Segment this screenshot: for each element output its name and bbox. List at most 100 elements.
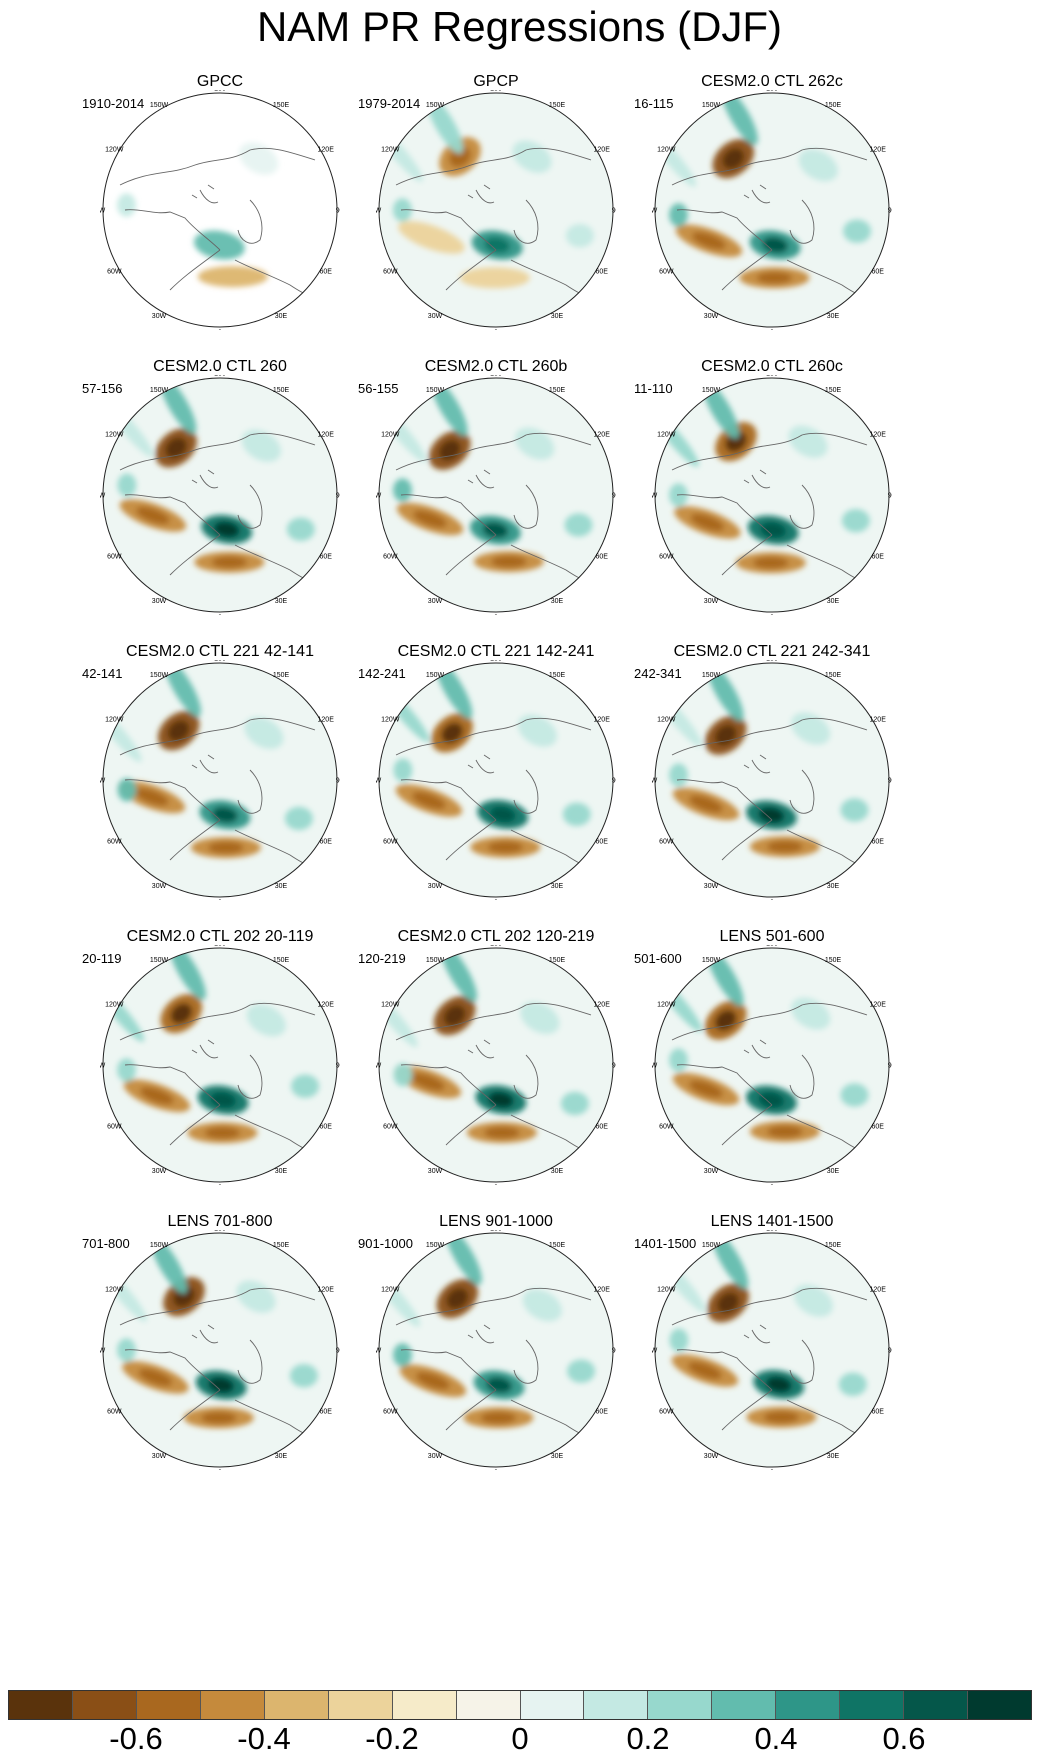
coastline <box>124 1064 221 1106</box>
polar-map: 180 150E 120E 90E 60E 30E 0 30W 60W 90W 120W 150W <box>100 660 340 900</box>
coastline <box>743 184 771 204</box>
longitude-label: 120E <box>594 1002 611 1009</box>
longitude-label: 150W <box>426 1242 445 1249</box>
longitude-label: 30W <box>704 1453 719 1460</box>
anomaly-core <box>165 437 187 459</box>
longitude-label: 60W <box>107 1409 122 1416</box>
colorbar-swatch <box>968 1691 1031 1719</box>
anomaly-region <box>398 221 465 254</box>
panel-years: 57-156 <box>82 381 123 396</box>
colorbar-swatch <box>200 1691 265 1719</box>
longitude-label: 90E <box>888 1063 892 1070</box>
longitude-label: 180 <box>490 945 502 948</box>
longitude-label: 60E <box>319 1124 332 1131</box>
map-panel: CESM2.0 CTL 260c180150E120E90E60E30E030W… <box>622 357 922 675</box>
longitude-label: 30E <box>551 1453 564 1460</box>
longitude-label: 150W <box>150 672 169 679</box>
map-border <box>102 377 338 613</box>
longitude-label: 90W <box>100 1348 106 1355</box>
anomaly-region <box>241 429 281 462</box>
coastline <box>721 1389 773 1431</box>
anomaly-core <box>413 510 447 528</box>
anomaly-region <box>393 758 413 782</box>
coastline <box>400 1349 497 1391</box>
coastline <box>445 819 497 861</box>
coastline <box>191 469 219 489</box>
longitude-label: 60E <box>595 1409 608 1416</box>
anomaly-core <box>753 557 789 569</box>
longitude-label: 150E <box>825 102 842 109</box>
colorbar-swatch <box>584 1691 649 1719</box>
anomaly-core <box>758 807 785 824</box>
longitude-label: 60E <box>595 839 608 846</box>
longitude-label: 90E <box>336 778 340 785</box>
anomaly-core <box>489 806 516 823</box>
coastline <box>400 209 497 251</box>
anomaly-region <box>798 149 838 182</box>
panel-years: 1910-2014 <box>82 96 145 111</box>
precip-field <box>103 93 337 327</box>
longitude-label: 0 <box>218 615 222 616</box>
polar-map: 180 150E 120E 90E 60E 30E 0 30W 60W 90W 120W 150W <box>376 90 616 330</box>
longitude-label: 30E <box>827 883 840 890</box>
panel-years: 242-341 <box>634 666 682 681</box>
longitude-label: 90E <box>612 1348 616 1355</box>
colorbar-swatch <box>9 1691 73 1719</box>
anomaly-core <box>170 1003 192 1024</box>
anomaly-core <box>715 725 737 746</box>
panel-title: LENS 701-800 <box>167 1213 273 1230</box>
longitude-label: 0 <box>770 1470 774 1471</box>
anomaly-core <box>756 272 792 284</box>
anomaly-core <box>480 1412 516 1424</box>
anomaly-region <box>291 1074 320 1098</box>
anomaly-core <box>690 513 725 531</box>
longitude-label: 90W <box>376 778 382 785</box>
longitude-label: 150W <box>426 387 445 394</box>
coastline <box>789 1054 815 1099</box>
longitude-label: 0 <box>494 1185 498 1186</box>
longitude-label: 90E <box>888 778 892 785</box>
anomaly-core <box>210 1092 236 1108</box>
longitude-label: 30W <box>428 883 443 890</box>
anomaly-core <box>760 522 786 539</box>
map-panel: LENS 901-1000180 150E 120E 90E 60E 30E 0 30W 60W… <box>346 1212 646 1530</box>
coastline <box>743 469 771 489</box>
longitude-label: 60W <box>107 554 122 561</box>
longitude-label: 30W <box>704 598 719 605</box>
coastline <box>676 209 773 251</box>
coastline <box>513 1054 539 1099</box>
longitude-label: 60W <box>383 839 398 846</box>
colorbar-swatch <box>328 1691 393 1719</box>
panel-title: CESM2.0 CTL 221 42-141 <box>126 643 314 660</box>
coastline <box>237 1339 263 1384</box>
anomaly-region <box>117 778 137 802</box>
panel-years: 901-1000 <box>358 1236 413 1251</box>
anomaly-core <box>211 556 247 568</box>
coastline <box>445 534 497 576</box>
anomaly-core <box>715 1010 737 1031</box>
anomaly-region <box>706 948 744 1006</box>
longitude-label: 30W <box>428 1453 443 1460</box>
longitude-label: 150E <box>273 672 290 679</box>
anomaly-core <box>140 1087 174 1105</box>
coastline <box>119 1287 316 1326</box>
longitude-label: 120W <box>381 1002 400 1009</box>
coastline <box>191 184 219 204</box>
panel-years: 1401-1500 <box>634 1236 697 1251</box>
panel-title: LENS 1401-1500 <box>710 1213 834 1230</box>
coastline <box>671 1287 868 1326</box>
anomaly-core <box>725 431 747 452</box>
map-panel: CESM2.0 CTL 260b180150E120E90E60E30E030W… <box>346 357 646 675</box>
longitude-label: 180 <box>766 660 778 663</box>
panel-title: CESM2.0 CTL 260 <box>153 358 287 375</box>
coastline <box>395 717 592 756</box>
anomaly-region <box>706 663 744 721</box>
precip-field <box>655 378 889 612</box>
longitude-label: 60E <box>871 1124 884 1131</box>
longitude-label: 0 <box>218 900 222 901</box>
anomaly-core <box>688 1361 722 1380</box>
longitude-label: 30E <box>551 883 564 890</box>
longitude-label: 150W <box>702 957 721 964</box>
longitude-label: 30E <box>551 313 564 320</box>
coastline <box>743 754 771 774</box>
